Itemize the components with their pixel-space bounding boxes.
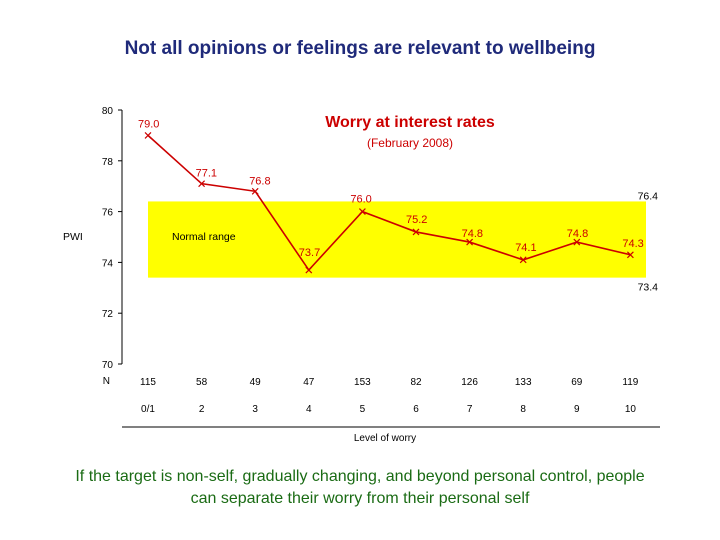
data-point-marker <box>412 228 420 236</box>
data-point-label: 74.3 <box>622 238 643 250</box>
x-tick-label: 8 <box>520 404 526 415</box>
data-point-label: 76.0 <box>350 194 371 206</box>
line-chart: Normal range76.473.4707274767880PWI79.07… <box>63 106 660 444</box>
slide-title: Not all opinions or feelings are relevan… <box>124 38 596 59</box>
n-value: 82 <box>410 377 422 388</box>
data-point-label: 74.1 <box>515 242 536 254</box>
data-point-label: 76.8 <box>249 175 270 187</box>
x-tick-label: 10 <box>625 404 637 415</box>
n-value: 47 <box>303 377 315 388</box>
caption-line-2: can separate their worry from their pers… <box>190 490 530 507</box>
y-tick-label: 80 <box>102 106 114 117</box>
series-line <box>147 134 631 272</box>
y-tick-label: 70 <box>102 360 114 371</box>
data-point-marker <box>251 187 259 195</box>
data-point-marker <box>144 131 152 139</box>
data-point-marker <box>573 238 581 246</box>
x-tick-label: 9 <box>574 404 580 415</box>
caption-line-1: If the target is non-self, gradually cha… <box>75 468 645 485</box>
n-value: 153 <box>354 377 371 388</box>
y-tick-label: 76 <box>102 208 114 219</box>
x-tick-label: 5 <box>360 404 366 415</box>
chart-subtitle: (February 2008) <box>367 136 453 150</box>
slide-caption: If the target is non-self, gradually cha… <box>0 466 720 510</box>
y-tick-label: 72 <box>102 309 114 320</box>
normal-range-label: Normal range <box>172 231 236 243</box>
x-tick-label: 0/1 <box>141 404 155 415</box>
n-value: 126 <box>461 377 478 388</box>
n-value: 133 <box>515 377 532 388</box>
n-row-label: N <box>103 376 110 387</box>
data-point-label: 74.8 <box>462 228 483 240</box>
data-point-label: 74.8 <box>567 228 588 240</box>
data-point-marker <box>305 266 313 274</box>
y-tick-label: 74 <box>102 258 114 269</box>
n-value: 49 <box>250 377 262 388</box>
data-point-marker <box>626 251 634 259</box>
y-tick-label: 78 <box>102 157 114 168</box>
x-tick-label: 4 <box>306 404 312 415</box>
data-point-label: 77.1 <box>196 168 217 180</box>
data-point-marker <box>466 238 474 246</box>
n-value: 69 <box>571 377 583 388</box>
x-tick-label: 3 <box>252 404 258 415</box>
data-point-label: 73.7 <box>299 247 320 259</box>
normal-range-band <box>148 201 646 278</box>
x-tick-label: 7 <box>467 404 473 415</box>
normal-range-high-label: 76.4 <box>638 190 659 202</box>
n-value: 119 <box>622 377 638 388</box>
x-tick-label: 2 <box>199 404 205 415</box>
data-point-marker <box>519 256 527 264</box>
n-value: 58 <box>196 377 208 388</box>
data-point-marker <box>358 208 366 216</box>
data-point-label: 79.0 <box>138 118 159 130</box>
data-point-marker <box>198 180 206 188</box>
normal-range-low-label: 73.4 <box>638 282 659 294</box>
data-point-label: 75.2 <box>406 214 427 226</box>
y-axis-label: PWI <box>63 231 83 243</box>
x-axis-label: Level of worry <box>354 433 416 444</box>
chart-title: Worry at interest rates <box>325 114 495 131</box>
n-value: 115 <box>140 377 156 388</box>
x-tick-label: 6 <box>413 404 419 415</box>
